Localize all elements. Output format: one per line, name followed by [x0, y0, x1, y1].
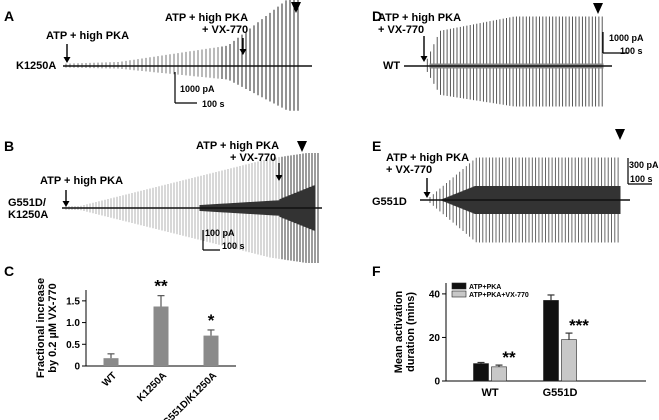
panel-e-annotation-1b: + VX-770 [386, 164, 433, 176]
panel-c-significance: ** [154, 277, 168, 296]
panel-d-scale-bar [602, 32, 628, 54]
panel-a-current-trace [63, 0, 312, 111]
panel-d-scale-y: 1000 pA [609, 33, 644, 43]
panel-a-annotation-2b: + VX-770 [202, 24, 249, 36]
panel-c-bar [153, 306, 169, 366]
panel-b-scale-x: 100 s [222, 241, 245, 251]
panel-a-label: K1250A [16, 60, 57, 72]
panel-a-annotation-1: ATP + high PKA [46, 30, 130, 42]
panel-e-arrow [423, 178, 431, 198]
panel-a-scale-y: 1000 pA [180, 84, 215, 94]
panel-e-scale-y: 300 pA [629, 160, 659, 170]
panel-d-triangle [593, 3, 603, 14]
panel-f-significance: *** [569, 316, 589, 335]
panel-a-triangle [291, 2, 301, 13]
panel-c-bar [103, 358, 119, 366]
panel-c-y-label-2: by 0.2 µM VX-770 [47, 283, 59, 373]
panel-f-y-tick-label: 0 [434, 377, 440, 388]
panel-b-triangle [297, 141, 307, 152]
panel-e-letter: E [372, 138, 382, 154]
panel-b-label-2: K1250A [8, 209, 49, 221]
panel-e-label: G551D [372, 196, 407, 208]
panel-e-scale-x: 100 s [630, 174, 653, 184]
panel-f-y-tick-label: 20 [429, 333, 441, 344]
panel-f-bar [561, 339, 577, 382]
panel-b-letter: B [4, 138, 15, 154]
panel-c-y-tick-label: 0 [74, 362, 80, 373]
panel-c-letter: C [4, 263, 15, 279]
panel-f-legend-swatch [451, 282, 467, 290]
panel-a-scale-x: 100 s [202, 99, 225, 109]
panel-f-letter: F [372, 263, 381, 279]
panel-c-significance: * [208, 311, 215, 330]
panel-f-legend-label: ATP+PKA+VX-770 [469, 292, 529, 299]
panel-c-y-tick-label: 1.0 [66, 318, 80, 329]
panel-f-x-tick-label: WT [481, 387, 498, 399]
panel-e-triangle [615, 129, 625, 140]
panel-d-scale-x: 100 s [620, 46, 643, 56]
panel-f-bar [473, 363, 489, 382]
panel-c-bar [203, 335, 219, 366]
panel-b-scale-y: 100 pA [205, 228, 235, 238]
panel-f-bar [491, 366, 507, 382]
panel-e-scale-bar [627, 158, 652, 185]
panel-c-x-tick-label: G551D/K1250A [161, 370, 219, 420]
panel-d-current-trace [404, 16, 612, 107]
panel-b-annotation-2b: + VX-770 [230, 152, 277, 164]
panel-a-letter: A [4, 8, 15, 24]
panel-a-arrow-2 [239, 38, 247, 55]
panel-a-annotation-2: ATP + high PKA [165, 12, 249, 24]
panel-d-arrow [420, 36, 428, 62]
panel-d-label: WT [383, 60, 401, 72]
panel-d-letter: D [372, 8, 383, 24]
panel-f-y-label-2: duration (mins) [405, 292, 417, 372]
panel-f-x-tick-label: G551D [543, 387, 578, 399]
panel-a-scale-bar [174, 72, 197, 104]
panel-f-legend-swatch [451, 290, 467, 298]
panel-d-annotation-1b: + VX-770 [378, 24, 425, 36]
panel-b-label-1: G551D/ [8, 197, 46, 209]
panel-c-y-tick-label: 1.5 [66, 296, 80, 307]
panel-c-chart: 0 0.5 1.0 1.5 Fractional increase by 0.2 µM V… [35, 277, 236, 420]
panel-b-arrow-1 [62, 190, 70, 207]
panel-b-current-trace [62, 153, 322, 263]
panel-d-annotation-1: ATP + high PKA [378, 12, 462, 24]
panel-c-x-tick-label: WT [100, 370, 119, 389]
panel-f-significance: ** [502, 348, 516, 367]
panel-b-annotation-2: ATP + high PKA [196, 140, 280, 152]
panel-a-arrow-1 [63, 44, 71, 63]
panel-c-y-label-1: Fractional increase [35, 278, 47, 378]
panel-f-y-tick-label: 40 [429, 289, 441, 300]
panel-b-scale-bar [202, 230, 220, 251]
panel-b-arrow-2 [275, 163, 283, 181]
panel-f-y-label-1: Mean activation [393, 290, 405, 373]
panel-f-chart: 0 20 40 Mean activation duration (mins) ** WT *… [393, 282, 646, 399]
panel-c-y-tick-label: 0.5 [66, 340, 80, 351]
panel-f-bar [543, 300, 559, 382]
panel-e-annotation-1: ATP + high PKA [386, 152, 470, 164]
panel-b-annotation-1: ATP + high PKA [40, 175, 124, 187]
panel-f-legend-label: ATP+PKA [469, 284, 501, 291]
panel-e-current-trace [420, 157, 630, 243]
panel-c-x-tick-label: K1250A [135, 370, 169, 404]
